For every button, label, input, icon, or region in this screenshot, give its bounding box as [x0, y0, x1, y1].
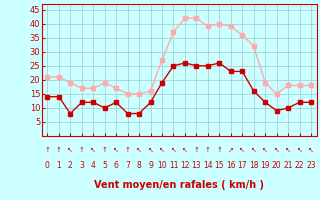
- Text: ↖: ↖: [159, 147, 165, 153]
- Text: ↗: ↗: [228, 147, 234, 153]
- Text: 0: 0: [45, 161, 50, 170]
- Text: ↖: ↖: [308, 147, 314, 153]
- Text: 14: 14: [203, 161, 213, 170]
- Text: ↑: ↑: [125, 147, 131, 153]
- Text: 6: 6: [114, 161, 119, 170]
- Text: 16: 16: [226, 161, 236, 170]
- Text: ↖: ↖: [297, 147, 302, 153]
- Text: 21: 21: [284, 161, 293, 170]
- Text: 8: 8: [137, 161, 141, 170]
- Text: 22: 22: [295, 161, 304, 170]
- Text: ↖: ↖: [262, 147, 268, 153]
- Text: 20: 20: [272, 161, 282, 170]
- Text: 9: 9: [148, 161, 153, 170]
- Text: ↖: ↖: [148, 147, 154, 153]
- Text: 11: 11: [169, 161, 178, 170]
- Text: 13: 13: [192, 161, 201, 170]
- Text: 7: 7: [125, 161, 130, 170]
- Text: 10: 10: [157, 161, 167, 170]
- Text: 1: 1: [56, 161, 61, 170]
- Text: 19: 19: [260, 161, 270, 170]
- Text: 23: 23: [306, 161, 316, 170]
- Text: ↖: ↖: [136, 147, 142, 153]
- Text: 18: 18: [249, 161, 259, 170]
- Text: ↑: ↑: [216, 147, 222, 153]
- Text: ↑: ↑: [44, 147, 50, 153]
- Text: ↖: ↖: [239, 147, 245, 153]
- Text: ↖: ↖: [171, 147, 176, 153]
- Text: 15: 15: [214, 161, 224, 170]
- Text: 3: 3: [79, 161, 84, 170]
- Text: Vent moyen/en rafales ( km/h ): Vent moyen/en rafales ( km/h ): [94, 180, 264, 190]
- Text: ↑: ↑: [79, 147, 85, 153]
- Text: ↑: ↑: [205, 147, 211, 153]
- Text: 12: 12: [180, 161, 190, 170]
- Text: ↖: ↖: [113, 147, 119, 153]
- Text: ↖: ↖: [90, 147, 96, 153]
- Text: ↖: ↖: [67, 147, 73, 153]
- Text: ↖: ↖: [285, 147, 291, 153]
- Text: ↑: ↑: [102, 147, 108, 153]
- Text: 4: 4: [91, 161, 96, 170]
- Text: ↖: ↖: [182, 147, 188, 153]
- Text: ↖: ↖: [274, 147, 280, 153]
- Text: 17: 17: [237, 161, 247, 170]
- Text: 2: 2: [68, 161, 73, 170]
- Text: ↖: ↖: [251, 147, 257, 153]
- Text: ↑: ↑: [194, 147, 199, 153]
- Text: 5: 5: [102, 161, 107, 170]
- Text: ↑: ↑: [56, 147, 62, 153]
